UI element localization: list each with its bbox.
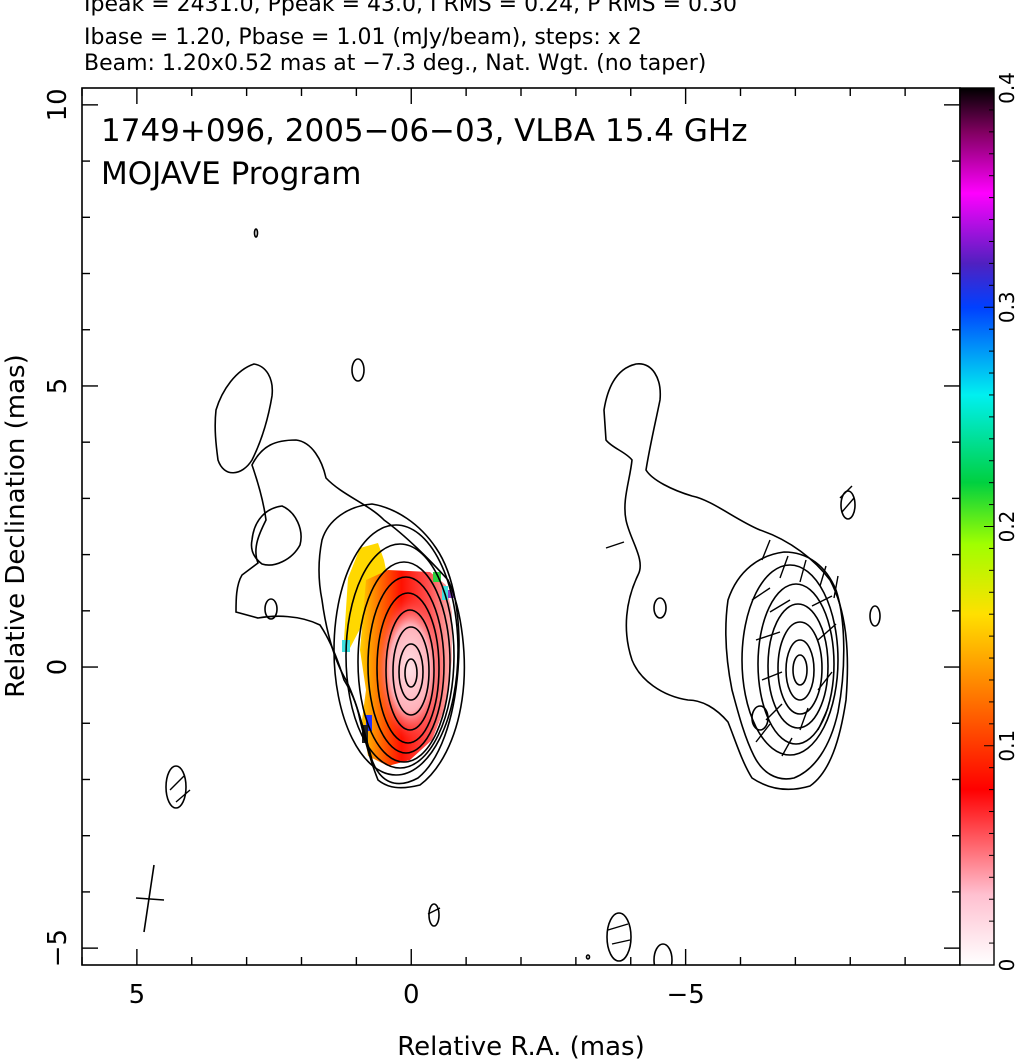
plot-frame: [81, 87, 961, 966]
colorbar-tick-label: 0.1: [995, 730, 1019, 762]
contour-right-4: [757, 583, 835, 745]
contour-right-5: [767, 603, 829, 729]
contour-right-islet-3: [840, 490, 856, 520]
contour-left-4: [333, 524, 459, 776]
axes: 5 0 −5 10 5 0 −5: [43, 87, 961, 1010]
contours-left: [165, 228, 466, 927]
contour-right-islet-1: [751, 705, 769, 731]
contour-right-7: [785, 639, 815, 701]
contour-left-outer: [235, 439, 466, 789]
pol-edge-green: [433, 572, 441, 582]
colorbar-tick-label: 0.2: [995, 511, 1019, 543]
contour-right-islet-2: [653, 597, 667, 619]
pol-edge-blue: [366, 715, 372, 731]
contour-left-9: [385, 609, 435, 731]
contour-left-3: [318, 503, 460, 785]
contour-left-10: [392, 626, 430, 716]
header-line-1: Ipeak = 2431.0, Ppeak = 43.0, I RMS = 0.…: [84, 0, 737, 17]
contour-left-islet-1: [351, 358, 365, 382]
y-axis-label: Relative Declination (mas): [1, 354, 31, 697]
evpa-vectors: [169, 485, 855, 945]
contour-left-islet-4: [428, 903, 440, 927]
contour-left-inner-2: [250, 505, 302, 566]
pol-core-highlight: [376, 596, 444, 740]
y-tick-label: −5: [43, 929, 73, 967]
y-tick-label: 5: [43, 378, 73, 395]
colorbar-tick-label: 0.3: [995, 291, 1019, 323]
contour-right-outer: [603, 363, 849, 791]
contours-right: [585, 363, 881, 965]
contour-right-islet-4: [869, 605, 881, 627]
y-tick-label: 10: [43, 88, 73, 121]
x-axis-label: Relative R.A. (mas): [397, 1032, 644, 1061]
panel-title: 1749+096, 2005−06−03, VLBA 15.4 GHz: [101, 113, 747, 149]
contour-left-12: [404, 658, 418, 688]
contour-left-5: [345, 543, 455, 769]
y-tick-label: 0: [43, 659, 73, 676]
beam-cross: [135, 864, 165, 933]
contour-left-8: [376, 592, 440, 744]
header-line-2: Ibase = 1.20, Pbase = 1.01 (mJy/beam), s…: [84, 25, 642, 50]
colorbar-tick-label: 0: [995, 959, 1019, 972]
contour-left-11: [398, 643, 424, 701]
x-tick-label: 5: [129, 980, 146, 1010]
contour-right-8: [792, 654, 808, 686]
contour-left-islet-2: [264, 598, 278, 620]
contour-left-7: [367, 576, 445, 754]
contour-right-6: [777, 621, 823, 715]
contour-left-6: [357, 561, 451, 763]
contour-right-3: [741, 564, 839, 756]
x-tick-label: 0: [403, 980, 420, 1010]
contour-right-islet-7: [585, 954, 591, 960]
contour-left-islet-3: [165, 765, 187, 809]
panel-subtitle: MOJAVE Program: [101, 156, 361, 192]
header-line-3: Beam: 1.20x0.52 mas at −7.3 deg., Nat. W…: [84, 51, 707, 76]
contour-left-lobe: [214, 363, 274, 474]
contour-right-2: [725, 551, 845, 780]
contour-right-islet-5: [606, 912, 632, 962]
contour-left-islet-5: [253, 228, 259, 238]
colorbar-ticks: 0 0.1 0.2 0.3 0.4: [984, 72, 1019, 971]
x-tick-label: −5: [666, 980, 704, 1010]
colorbar-tick-label: 0.4: [995, 72, 1019, 104]
contour-right-islet-6: [653, 943, 673, 965]
